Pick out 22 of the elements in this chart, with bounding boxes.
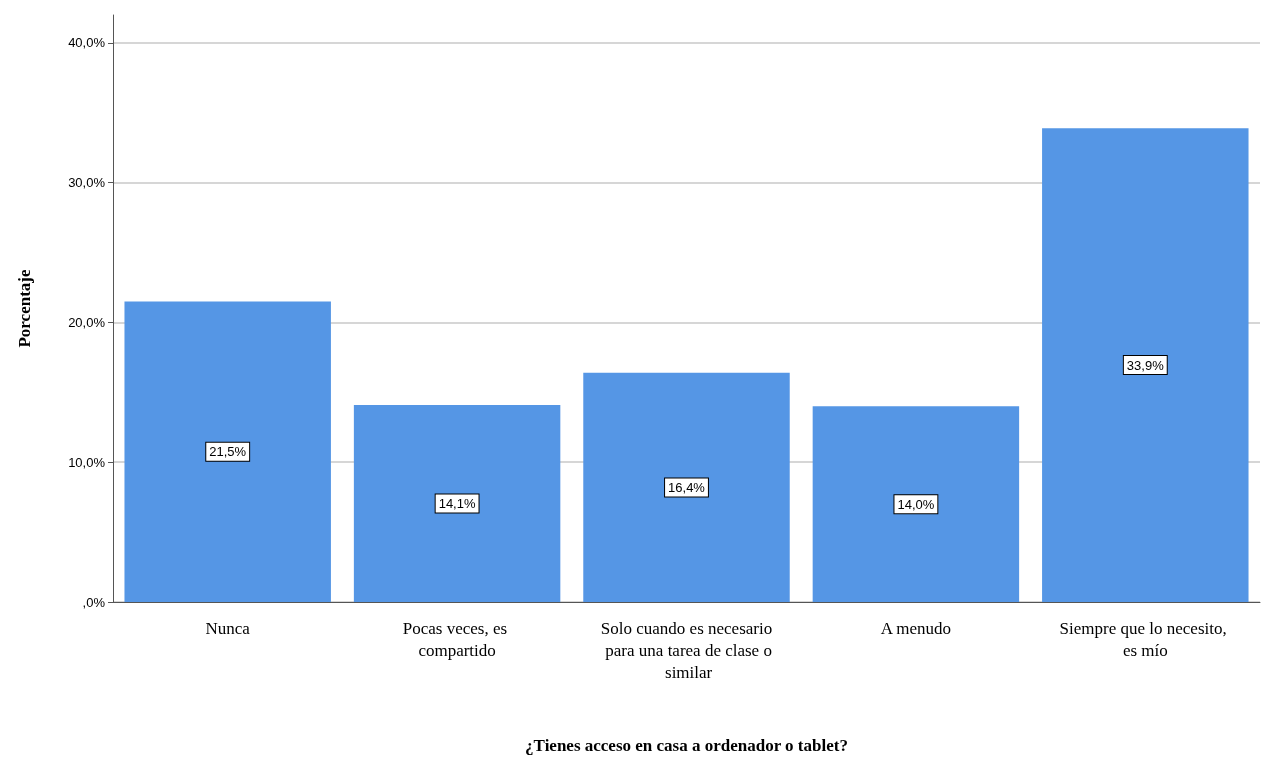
x-tick-label: Pocas veces, es compartido: [402, 618, 512, 660]
bar: [812, 406, 1020, 602]
data-label: 14,1%: [438, 495, 476, 511]
x-tick-label: Siempre que lo necesito, es mío: [1059, 618, 1231, 660]
data-label: 14,0%: [897, 496, 935, 512]
x-axis-title: ¿Tienes acceso en casa a ordenador o tablet?: [525, 736, 848, 755]
y-tick-label: 30,0%: [68, 175, 106, 191]
y-tick-label: 10,0%: [68, 454, 106, 470]
x-tick-label: Solo cuando es necesario para una tarea de clase o similar: [600, 618, 773, 682]
bar: [124, 301, 331, 602]
y-axis-title: Porcentaje: [15, 269, 34, 348]
data-label: 16,4%: [668, 479, 706, 495]
y-tick-label: 20,0%: [68, 314, 106, 330]
y-tick-label: 40,0%: [68, 35, 106, 51]
y-tick-label: ,0%: [82, 594, 106, 610]
x-tick-label: A menudo: [880, 618, 952, 638]
data-label: 33,9%: [1126, 357, 1165, 373]
bar: [353, 404, 561, 602]
x-tick-label: Nunca: [205, 618, 251, 638]
bar: [583, 372, 790, 602]
data-label: 21,5%: [209, 444, 247, 460]
bar: [1042, 128, 1249, 602]
